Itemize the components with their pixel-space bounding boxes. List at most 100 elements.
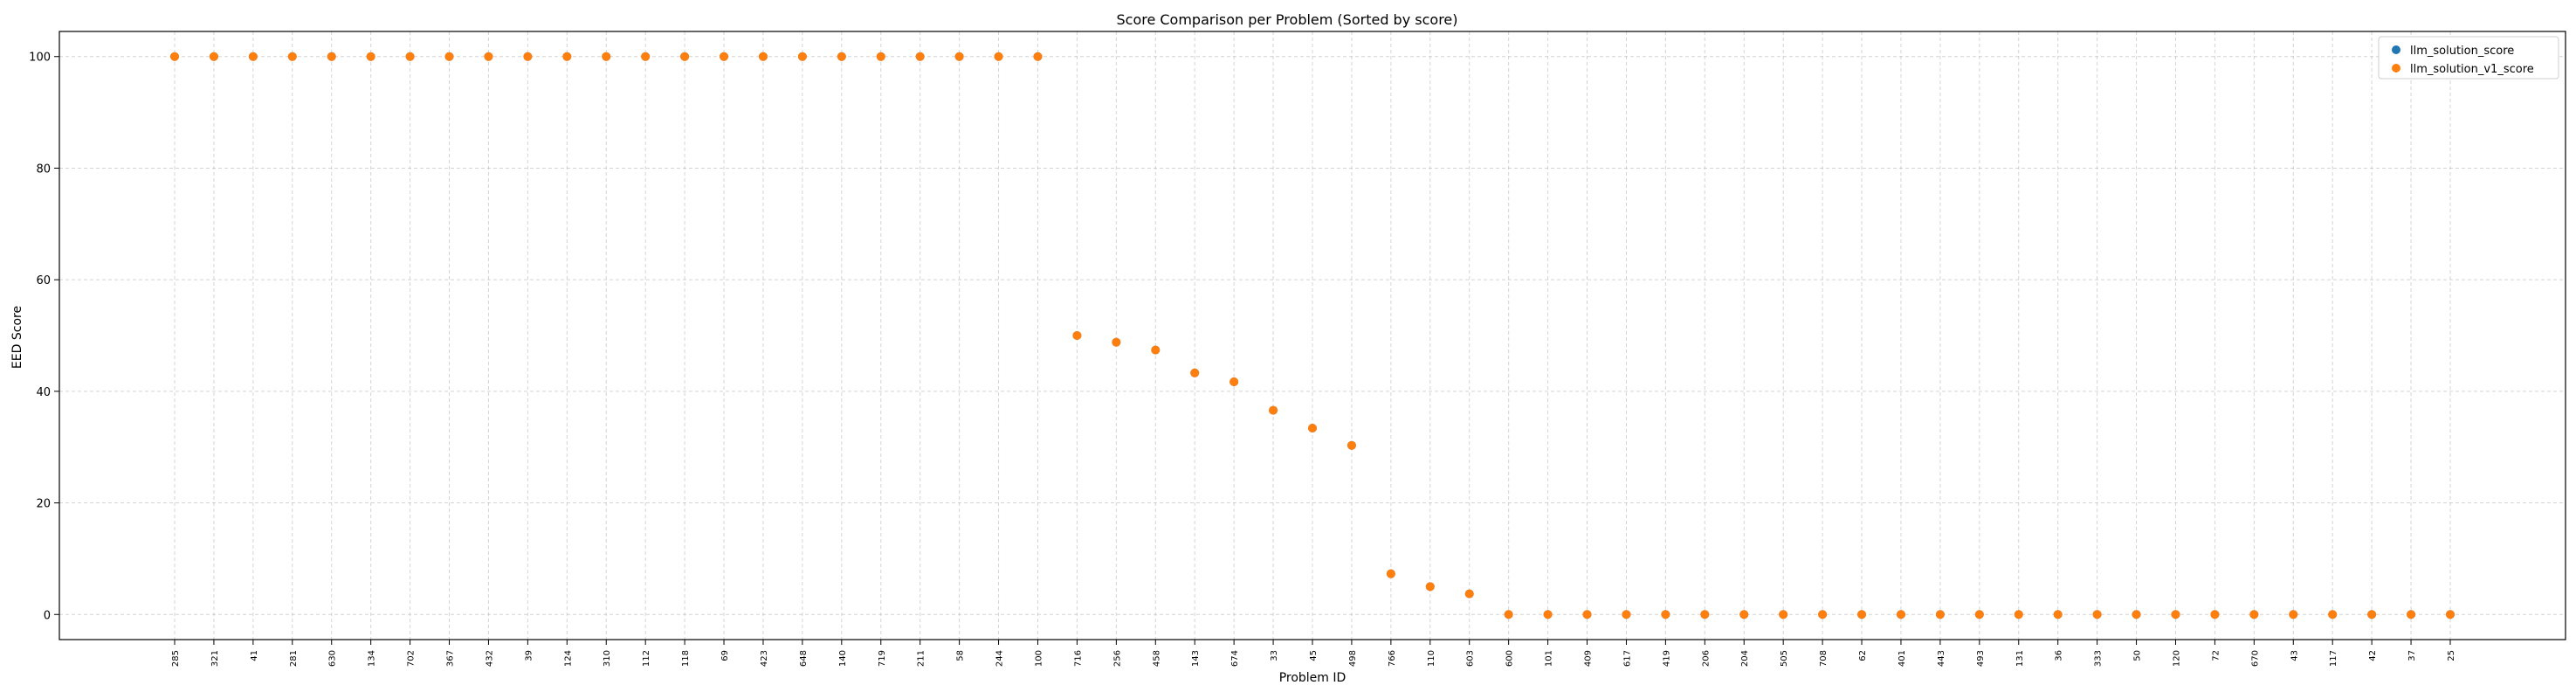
x-tick-label: 45: [1309, 650, 1319, 661]
legend-marker-llm-solution-score: [2392, 45, 2400, 54]
x-tick-label: 62: [1858, 650, 1868, 661]
point-llm-solution-v1-score: [1622, 610, 1631, 619]
y-tick-label: 60: [36, 274, 51, 287]
point-llm-solution-v1-score: [1308, 423, 1317, 433]
point-llm-solution-v1-score: [1347, 440, 1356, 450]
point-llm-solution-v1-score: [876, 52, 885, 61]
point-llm-solution-v1-score: [1190, 368, 1200, 377]
x-tick-label: 43: [2290, 650, 2299, 661]
x-tick-label: 702: [407, 650, 417, 667]
y-axis-label: EED Score: [10, 306, 24, 369]
y-tick-label: 40: [36, 386, 51, 399]
x-tick-label: 432: [485, 650, 494, 667]
x-tick-label: 493: [1976, 650, 1986, 667]
point-llm-solution-v1-score: [2367, 610, 2377, 619]
x-tick-label: 37: [2407, 650, 2417, 661]
x-tick-label: 72: [2211, 650, 2221, 661]
y-tick-label: 80: [36, 163, 51, 176]
point-llm-solution-v1-score: [2092, 610, 2102, 619]
point-llm-solution-v1-score: [2132, 610, 2141, 619]
x-tick-label: 333: [2094, 650, 2104, 667]
x-tick-label: 674: [1230, 650, 1240, 667]
x-tick-label: 310: [603, 650, 612, 667]
x-tick-label: 281: [289, 650, 299, 667]
point-llm-solution-v1-score: [1033, 52, 1043, 61]
x-tick-label: 443: [1937, 650, 1946, 667]
point-llm-solution-v1-score: [1504, 610, 1513, 619]
x-tick-label: 100: [1034, 650, 1043, 667]
point-llm-solution-v1-score: [366, 52, 375, 61]
point-llm-solution-v1-score: [209, 52, 218, 61]
x-tick-label: 630: [328, 650, 338, 667]
x-tick-label: 120: [2172, 650, 2181, 667]
x-tick-label: 118: [681, 650, 691, 667]
x-tick-label: 33: [1270, 650, 1279, 661]
x-tick-label: 367: [446, 650, 456, 667]
point-llm-solution-v1-score: [994, 52, 1003, 61]
point-llm-solution-v1-score: [2171, 610, 2180, 619]
point-llm-solution-v1-score: [1896, 610, 1905, 619]
point-llm-solution-v1-score: [2446, 610, 2455, 619]
point-llm-solution-v1-score: [2328, 610, 2338, 619]
point-llm-solution-v1-score: [405, 52, 415, 61]
point-llm-solution-v1-score: [1112, 337, 1121, 347]
points-layer: [170, 52, 2455, 619]
point-llm-solution-v1-score: [523, 52, 533, 61]
x-tick-label: 110: [1427, 650, 1436, 667]
point-llm-solution-v1-score: [1072, 331, 1082, 340]
point-llm-solution-v1-score: [2407, 610, 2416, 619]
point-llm-solution-v1-score: [444, 52, 454, 61]
x-tick-label: 716: [1073, 650, 1083, 667]
grid-layer: [59, 31, 2566, 640]
legend: llm_solution_score llm_solution_v1_score: [2378, 36, 2559, 80]
point-llm-solution-v1-score: [954, 52, 964, 61]
point-llm-solution-v1-score: [641, 52, 651, 61]
x-tick-label: 617: [1622, 650, 1632, 667]
point-llm-solution-v1-score: [1464, 589, 1474, 599]
point-llm-solution-v1-score: [837, 52, 846, 61]
legend-label-llm-solution-score: llm_solution_score: [2410, 45, 2514, 58]
legend-frame: [2378, 36, 2559, 80]
legend-marker-llm-solution-v1-score: [2392, 64, 2400, 73]
axes-layer: 285 321 41 281 630 134 702 367 432 39 124 310 112 118…: [29, 31, 2566, 667]
y-tick-label: 0: [44, 609, 51, 622]
x-tick-label: 131: [2015, 650, 2025, 667]
point-llm-solution-v1-score: [1974, 610, 1984, 619]
point-llm-solution-v1-score: [1661, 610, 1670, 619]
point-llm-solution-v1-score: [720, 52, 729, 61]
x-tick-label: 117: [2329, 650, 2338, 667]
point-llm-solution-v1-score: [170, 52, 179, 61]
point-llm-solution-v1-score: [1935, 610, 1945, 619]
point-llm-solution-v1-score: [680, 52, 690, 61]
x-tick-label: 134: [368, 650, 377, 667]
x-tick-label: 719: [878, 650, 887, 667]
x-tick-label: 39: [524, 650, 534, 661]
point-llm-solution-v1-score: [2014, 610, 2023, 619]
point-llm-solution-v1-score: [248, 52, 258, 61]
x-tick-label: 670: [2250, 650, 2260, 667]
x-tick-label: 498: [1348, 650, 1358, 667]
x-tick-label: 69: [720, 650, 730, 661]
x-tick-label: 285: [171, 650, 181, 667]
x-tick-label: 256: [1112, 650, 1122, 667]
point-llm-solution-v1-score: [1700, 610, 1710, 619]
point-llm-solution-v1-score: [1543, 610, 1553, 619]
point-llm-solution-v1-score: [484, 52, 493, 61]
x-tick-label: 50: [2133, 650, 2143, 661]
point-llm-solution-v1-score: [1425, 582, 1435, 592]
point-llm-solution-v1-score: [1151, 345, 1161, 355]
x-tick-label: 603: [1466, 650, 1476, 667]
point-llm-solution-v1-score: [758, 52, 768, 61]
x-tick-label: 766: [1388, 650, 1397, 667]
chart-title: Score Comparison per Problem (Sorted by …: [1116, 11, 1457, 28]
x-tick-label: 112: [642, 650, 651, 667]
point-llm-solution-v1-score: [797, 52, 807, 61]
x-tick-label: 124: [563, 650, 573, 667]
x-tick-label: 58: [956, 650, 966, 661]
x-tick-label: 401: [1898, 650, 1907, 667]
point-llm-solution-v1-score: [562, 52, 572, 61]
x-tick-label: 419: [1662, 650, 1671, 667]
x-tick-label: 409: [1584, 650, 1594, 667]
x-tick-label: 321: [210, 650, 220, 667]
x-tick-label: 458: [1152, 650, 1161, 667]
